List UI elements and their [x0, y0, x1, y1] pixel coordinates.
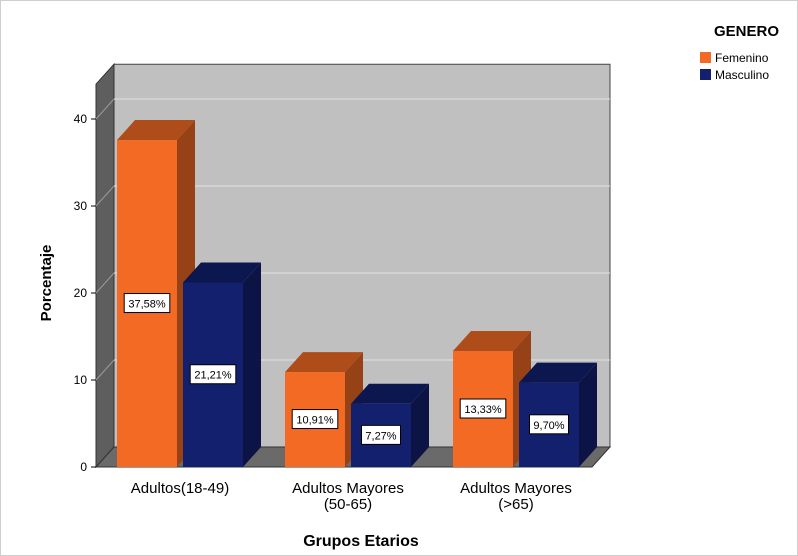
legend-label: Masculino	[715, 68, 769, 82]
y-axis-title: Porcentaje	[38, 245, 55, 322]
gridline-side	[95, 98, 115, 120]
y-tick-label: 30	[74, 199, 88, 213]
x-tick-label: Adultos Mayores (>65)	[460, 480, 572, 513]
bar-top	[519, 362, 597, 383]
x-tick-label: Adultos Mayores (50-65)	[292, 480, 404, 513]
data-label-box	[291, 409, 339, 430]
x-axis-title: Grupos Etarios	[303, 533, 419, 550]
y-tick-label: 0	[80, 460, 87, 474]
x-tick-label: Adultos(18-49)	[131, 480, 229, 497]
legend-label: Femenino	[715, 51, 769, 65]
bar-side	[579, 362, 597, 467]
y-tick-label: 10	[74, 373, 88, 387]
data-label: 13,33%	[464, 404, 502, 416]
gridline-side	[95, 272, 115, 294]
bar-top	[117, 120, 195, 141]
bar-top	[453, 331, 531, 352]
gridline-side	[95, 359, 115, 381]
data-label: 7,27%	[365, 430, 396, 442]
bar-top	[183, 262, 261, 283]
data-label: 37,58%	[128, 299, 166, 311]
data-label-box	[459, 398, 507, 419]
bar-side	[411, 383, 429, 467]
data-label: 21,21%	[194, 370, 232, 382]
legend-swatch	[700, 52, 711, 63]
data-label-box	[123, 293, 171, 314]
data-label: 9,70%	[533, 420, 564, 432]
bar-top	[285, 352, 363, 373]
bar-top	[351, 383, 429, 404]
data-label: 10,91%	[296, 415, 334, 427]
side-wall	[95, 62, 115, 469]
legend-swatch	[700, 69, 711, 80]
y-tick-label: 40	[74, 112, 88, 126]
legend-title: GENERO	[714, 23, 779, 40]
data-label-box	[189, 364, 237, 385]
legend: GENERO Femenino Masculino	[700, 23, 779, 82]
data-label-box	[529, 414, 569, 435]
gridline-side	[95, 185, 115, 207]
bar-side	[243, 262, 261, 467]
data-label-box	[361, 424, 401, 445]
y-tick-label: 20	[74, 286, 88, 300]
